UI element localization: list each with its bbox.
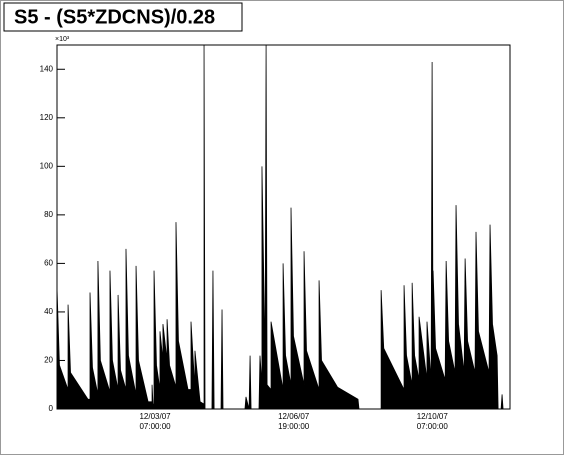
- y-tick-label: 120: [40, 113, 54, 122]
- x-tick-label: 12/10/07 07:00:00: [417, 412, 449, 431]
- y-tick-label: 60: [44, 259, 53, 268]
- y-exponent: ×10³: [55, 36, 70, 43]
- chart-title: S5 - (S5*ZDCNS)/0.28: [14, 6, 215, 28]
- y-tick-label: 40: [44, 307, 53, 316]
- data-area: [56, 44, 510, 410]
- x-tick-label: 12/03/07 07:00:00: [139, 412, 171, 431]
- y-tick-label: 80: [44, 210, 53, 219]
- y-tick-label: 0: [49, 404, 54, 413]
- y-tick-label: 140: [40, 64, 54, 73]
- title-box: [3, 2, 243, 32]
- y-tick-label: 100: [40, 161, 54, 170]
- x-tick-label: 12/06/07 19:00:00: [278, 412, 310, 431]
- y-tick-label: 20: [44, 356, 53, 365]
